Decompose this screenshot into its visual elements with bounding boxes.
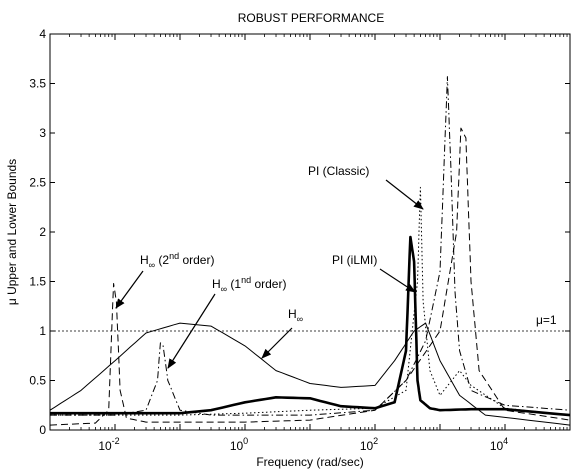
- ticks-layer: 0 0.5 1 1.5 2 2.5 3 3.5 4 10-2 100 102 104: [29, 27, 571, 453]
- annotation-hinf-2nd-sub: ∞: [149, 260, 155, 270]
- annotation-pi-classic: PI (Classic): [308, 164, 369, 178]
- plot-area-frame: [49, 33, 571, 431]
- annotation-hinf-2nd-close: order): [179, 253, 214, 267]
- annotation-hinf-2nd-arrow: [115, 270, 144, 309]
- y-axis-label: μ Upper and Lower Bounds: [5, 159, 19, 305]
- y-tick-label-2: 1: [39, 324, 46, 338]
- annotation-hinf-base: H: [288, 307, 297, 321]
- annotation-mu-equals-1: μ=1: [536, 313, 557, 327]
- annotation-hinf-1st-sub: ∞: [221, 284, 227, 294]
- series-line-3: [50, 76, 571, 416]
- y-tick-label-7: 3.5: [29, 77, 46, 91]
- annotation-pi-classic-arrow: [385, 179, 424, 210]
- y-tick-label-5: 2.5: [29, 176, 46, 190]
- x-axis-label: Frequency (rad/sec): [256, 455, 363, 469]
- annotation-hinf-2nd-sup: nd: [169, 251, 179, 261]
- chart-title: ROBUST PERFORMANCE: [238, 11, 384, 25]
- y-tick-label-1: 0.5: [29, 374, 46, 388]
- y-tick-label-6: 3: [39, 126, 46, 140]
- x-tick-label-3: 104: [490, 436, 508, 453]
- annotation-hinf-2nd-order: H∞ (2nd order): [140, 251, 214, 270]
- x-tick-label-0: 10-2: [98, 436, 119, 453]
- annotation-hinf-2nd-base: H: [140, 253, 149, 267]
- annotation-hinf-1st-open: (1: [227, 277, 241, 291]
- x-tick-label-2: 102: [360, 436, 378, 453]
- series-line-4: [49, 127, 571, 426]
- annotation-hinf: H∞: [288, 307, 303, 324]
- annotation-hinf-1st-order: H∞ (1nd order): [212, 275, 286, 294]
- y-tick-label-0: 0: [39, 423, 46, 437]
- y-tick-label-3: 1.5: [29, 275, 46, 289]
- series-line-0: [49, 322, 571, 426]
- annotation-hinf-2nd-open: (2: [155, 253, 169, 267]
- x-tick-label-1: 100: [230, 436, 248, 453]
- series-line-1: [50, 235, 571, 417]
- series-line-2: [50, 186, 571, 416]
- annotation-hinf-1st-base: H: [212, 277, 221, 291]
- annotation-hinf-sub: ∞: [297, 314, 303, 324]
- annotation-pi-ilmi: PI (iLMI): [332, 253, 377, 267]
- annotation-hinf-1st-close: order): [251, 277, 286, 291]
- series-layer: [49, 76, 571, 426]
- annotation-pi-ilmi-arrow: [379, 268, 416, 293]
- y-tick-label-4: 2: [39, 225, 46, 239]
- annotation-hinf-arrow: [261, 327, 293, 359]
- annotation-hinf-1st-arrow: [167, 293, 216, 369]
- annotation-hinf-1st-sup: nd: [241, 275, 251, 285]
- y-tick-label-8: 4: [39, 27, 46, 41]
